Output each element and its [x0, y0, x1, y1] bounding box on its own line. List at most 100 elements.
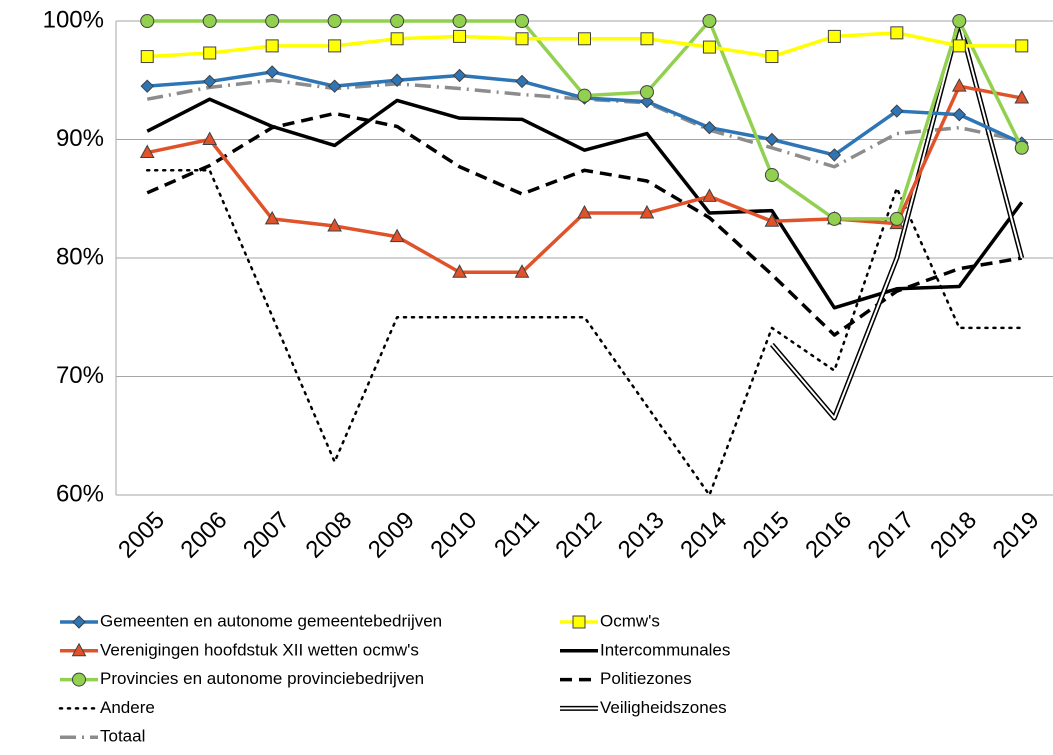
marker [140, 50, 154, 64]
marker [515, 32, 529, 46]
legend-label: Politiezones [600, 669, 692, 688]
marker [202, 74, 217, 89]
marker [327, 217, 342, 232]
legend-marker-group [72, 615, 86, 629]
marker [327, 14, 342, 28]
marker [140, 14, 155, 28]
marker [1015, 39, 1029, 53]
legend-entry: Verenigingen hoofdstuk XII wetten ocmw's [60, 640, 419, 659]
series [139, 78, 1030, 278]
series [140, 26, 1029, 64]
series [140, 14, 1029, 226]
x-tick-label: 2014 [675, 507, 732, 564]
marker [578, 32, 591, 46]
marker [572, 615, 586, 629]
marker [389, 228, 405, 243]
x-tick-label: 2005 [113, 507, 170, 564]
x-tick-label: 2019 [988, 507, 1045, 564]
legend-entry: Gemeenten en autonome gemeentebedrijven [60, 611, 442, 630]
marker [577, 204, 592, 219]
x-tick-label: 2013 [613, 507, 670, 564]
legend-entry: Provincies en autonome provinciebedrijve… [60, 669, 424, 688]
marker [452, 68, 467, 83]
x-tick-label: 2012 [550, 507, 607, 564]
legend-label: Ocmw's [600, 611, 660, 630]
marker [640, 94, 654, 109]
marker [952, 39, 966, 53]
marker [265, 14, 280, 28]
x-tick-label: 2006 [176, 507, 233, 564]
marker [1014, 140, 1029, 155]
x-tick-label: 2016 [800, 507, 857, 564]
marker [202, 131, 218, 145]
y-tick-label: 70% [56, 362, 104, 389]
marker [264, 210, 280, 225]
legend-marker-group [72, 672, 86, 687]
x-tick-label: 2007 [238, 507, 295, 564]
marker [71, 642, 87, 657]
marker [951, 78, 967, 92]
legend-entry: Ocmw's [560, 611, 660, 630]
y-tick-label: 80% [56, 243, 104, 270]
x-tick-label: 2009 [363, 507, 420, 564]
line [146, 97, 1024, 310]
legend-label: Veiligheidszones [600, 698, 727, 717]
marker [765, 132, 779, 147]
marker [702, 14, 717, 28]
legend-label: Verenigingen hoofdstuk XII wetten ocmw's [100, 640, 419, 659]
marker [702, 188, 717, 202]
marker [702, 40, 716, 54]
marker [515, 14, 530, 28]
series [769, 18, 1025, 421]
marker [265, 39, 279, 53]
line [147, 70, 1023, 157]
marker [827, 148, 842, 162]
legend-entry: Andere [58, 698, 155, 717]
marker [265, 65, 279, 79]
marker [328, 39, 342, 53]
legend-marker-group [71, 642, 87, 657]
legend-label: Andere [100, 698, 155, 717]
legend-label: Provincies en autonome provinciebedrijve… [100, 669, 424, 688]
legend-label: Totaal [100, 727, 145, 746]
marker [827, 211, 842, 226]
series [146, 97, 1024, 310]
x-tick-label: 2008 [301, 507, 358, 564]
legend-entry: Politiezones [560, 669, 692, 688]
x-tick-label: 2018 [925, 507, 982, 564]
marker [889, 211, 904, 226]
x-tick-label: 2011 [489, 507, 545, 563]
line [145, 169, 1024, 497]
marker [514, 264, 530, 278]
marker [453, 29, 467, 43]
x-tick-label: 2010 [425, 507, 482, 564]
marker [327, 79, 342, 93]
y-tick-label: 60% [56, 480, 104, 507]
marker [764, 168, 779, 183]
line-inner [771, 20, 1023, 419]
legend-entry: Totaal [60, 727, 145, 746]
marker [390, 73, 404, 87]
marker [72, 615, 86, 629]
legend-label: Gemeenten en autonome gemeentebedrijven [100, 611, 442, 630]
marker [702, 120, 717, 135]
marker [890, 104, 904, 118]
y-tick-label: 90% [56, 125, 104, 152]
marker [140, 79, 154, 93]
marker [639, 204, 655, 219]
legend-marker-group [572, 615, 586, 629]
marker [390, 32, 404, 46]
marker [765, 50, 779, 64]
legend-label: Intercommunales [600, 640, 730, 659]
marker [203, 46, 217, 60]
marker [952, 107, 967, 122]
marker [577, 88, 592, 103]
legend-entry: Veiligheidszones [560, 698, 727, 717]
marker [764, 213, 780, 227]
marker [827, 29, 841, 43]
marker [452, 14, 467, 28]
marker [640, 32, 654, 46]
x-tick-label: 2015 [738, 507, 795, 564]
legend-entry: Intercommunales [560, 640, 730, 659]
marker [890, 26, 904, 40]
